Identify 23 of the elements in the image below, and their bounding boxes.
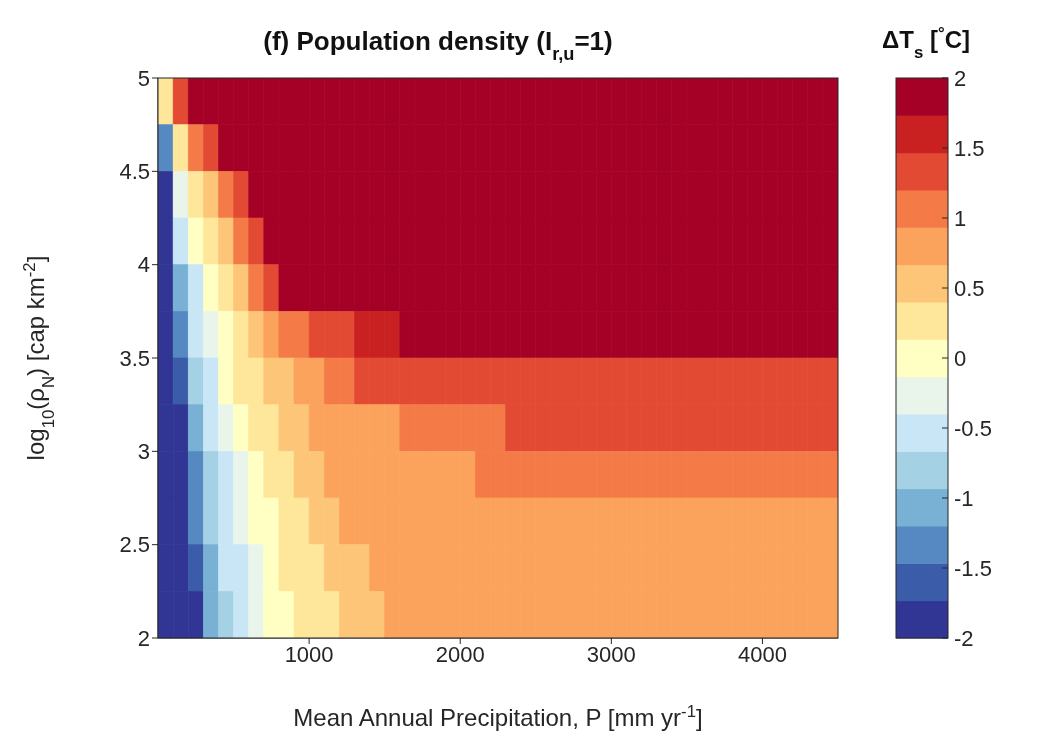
color-bar-label: 0 [954,345,967,371]
y-tick-label: 3 [137,439,150,465]
y-tick-label: 4 [137,252,150,278]
chart-title: (f) Population density (I$_{r,u}$=1) [263,26,613,64]
color-bar-label: -1 [954,485,974,511]
color-bar-label: 1 [954,205,967,231]
y-tick-label: 5 [137,65,150,91]
color-bar-label: 0.5 [954,275,985,301]
y-tick-label: 2.5 [119,532,150,558]
x-tick-label: 3000 [586,641,636,667]
color-bar-label: -1.5 [954,555,992,581]
y-tick-label: 2 [137,625,150,651]
x-tick-label: 2000 [435,641,485,667]
x-axis-title: Mean Annual Precipitation, P [mm yr$^{-1}$] [293,701,703,731]
color-bar-title: ΔT$_{s}$ [$^{°}$C] [882,23,970,62]
color-bar-label: 2 [954,65,967,91]
color-bar-label: -0.5 [954,415,992,441]
x-tick-label: 1000 [284,641,334,667]
color-bar-label: -2 [954,625,974,651]
x-tick-label: 4000 [737,641,787,667]
y-tick-label: 4.5 [119,159,150,185]
y-tick-label: 3.5 [119,345,150,371]
color-bar-label: 1.5 [954,135,985,161]
